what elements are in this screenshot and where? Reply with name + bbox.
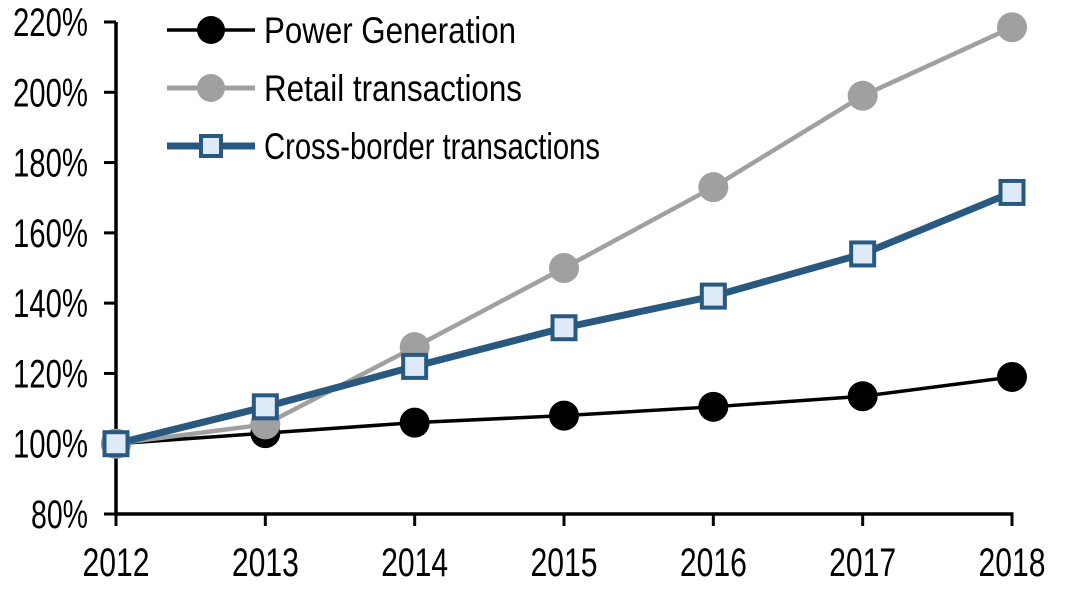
legend: Power Generation Retail transactions Cross…: [167, 10, 600, 167]
x-tick-label: 2012: [83, 541, 150, 585]
marker-cross-border-transactions-2016: [699, 282, 727, 310]
legend-marker-circle: [197, 16, 225, 44]
y-tick-label: 140%: [13, 282, 88, 326]
x-tick-label: 2014: [381, 541, 448, 585]
x-tick-label: 2017: [829, 541, 896, 585]
legend-item-cross-border-transactions: Cross-border transactions: [167, 126, 600, 167]
y-tick-label: 80%: [31, 493, 88, 537]
y-tick-label: 160%: [13, 212, 88, 256]
legend-marker-circle: [197, 74, 225, 102]
legend-label: Power Generation: [264, 10, 516, 51]
marker-retail-transactions-2017: [847, 80, 878, 111]
marker-cross-border-transactions-2013: [251, 393, 279, 421]
marker-retail-transactions-2018: [997, 12, 1027, 43]
axes: 80% 100% 120% 140% 160% 180% 200% 220% 2012 2013 2…: [13, 1, 1046, 585]
marker-retail-transactions-2016: [698, 172, 729, 203]
marker-retail-transactions-2015: [549, 253, 579, 283]
marker-cross-border-transactions-2015: [550, 314, 578, 342]
legend-item-power-generation: Power Generation: [167, 10, 516, 51]
marker-cross-border-transactions-2014: [401, 352, 429, 380]
x-tick-label: 2018: [979, 541, 1046, 585]
y-tick-label: 220%: [13, 1, 88, 45]
y-tick-label: 200%: [13, 71, 88, 115]
legend-item-retail-transactions: Retail transactions: [167, 68, 522, 109]
x-tick-label: 2015: [531, 541, 598, 585]
series-cross-border-transactions: [102, 178, 1026, 458]
x-tick-label: 2013: [232, 541, 299, 585]
marker-cross-border-transactions-2012: [102, 430, 130, 458]
y-tick-label: 180%: [13, 142, 88, 186]
legend-label: Retail transactions: [264, 68, 522, 109]
marker-power-generation-2014: [399, 407, 430, 438]
marker-cross-border-transactions-2017: [849, 240, 877, 268]
x-tick-label: 2016: [680, 541, 747, 585]
marker-power-generation-2017: [847, 381, 878, 412]
marker-cross-border-transactions-2018: [998, 178, 1026, 206]
legend-label: Cross-border transactions: [264, 126, 600, 167]
marker-power-generation-2015: [549, 400, 579, 431]
y-tick-label: 100%: [13, 423, 88, 467]
marker-power-generation-2018: [997, 361, 1027, 392]
y-tick-label: 120%: [13, 352, 88, 396]
marker-power-generation-2016: [698, 391, 729, 422]
legend-marker-square: [199, 134, 223, 158]
